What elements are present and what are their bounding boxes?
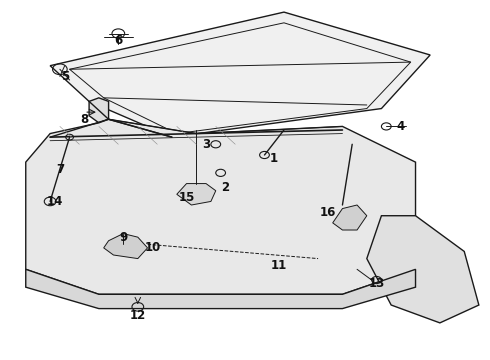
Polygon shape <box>89 98 109 123</box>
Polygon shape <box>333 205 367 230</box>
Polygon shape <box>367 216 479 323</box>
Text: 5: 5 <box>61 70 69 83</box>
Text: 11: 11 <box>271 259 287 272</box>
Polygon shape <box>177 184 216 205</box>
Text: 10: 10 <box>144 241 161 255</box>
Text: 1: 1 <box>270 152 278 165</box>
Text: 13: 13 <box>368 277 385 290</box>
Text: 9: 9 <box>119 231 127 244</box>
Text: 4: 4 <box>397 120 405 133</box>
Polygon shape <box>26 119 416 294</box>
Polygon shape <box>50 12 430 137</box>
Text: 2: 2 <box>221 181 230 194</box>
Text: 8: 8 <box>80 113 88 126</box>
Text: 12: 12 <box>130 309 146 322</box>
Text: 16: 16 <box>319 206 336 219</box>
Text: 6: 6 <box>114 34 122 47</box>
Text: 3: 3 <box>202 138 210 151</box>
Text: 15: 15 <box>178 192 195 204</box>
Text: 7: 7 <box>56 163 64 176</box>
Text: 14: 14 <box>47 195 63 208</box>
Polygon shape <box>104 234 147 258</box>
Polygon shape <box>26 269 416 309</box>
